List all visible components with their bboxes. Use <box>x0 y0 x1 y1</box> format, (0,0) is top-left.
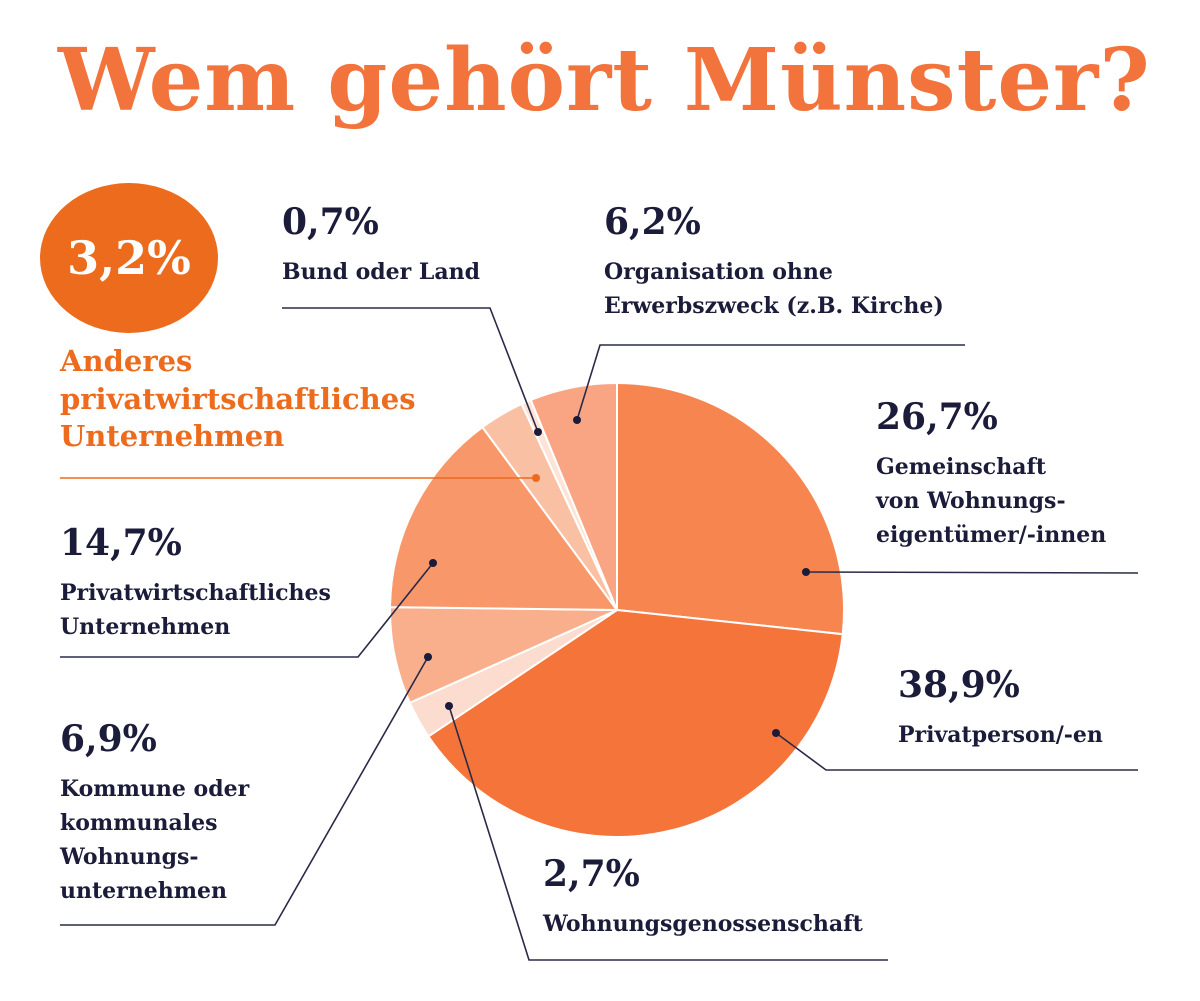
slice-privatwirtschaftlich <box>389 425 619 612</box>
label-bund-oder-land: 0,7% Bund oder Land <box>282 201 481 289</box>
leader-lines <box>60 307 1139 961</box>
chart-title: Wem gehört Münster? <box>58 30 1151 131</box>
highlight-value-badge: 3,2% <box>40 183 218 333</box>
leader-line-wohnungsgenossenschaft <box>448 705 888 961</box>
leader-line-privatwirtschaftlich <box>60 562 434 658</box>
leader-line-kommune <box>60 656 429 926</box>
label-kommune-oder-kommunales-wohnungsunternehmen: 6,9% Kommune oder kommunales Wohnungs-unte… <box>60 718 250 908</box>
category-label: Organisation ohne Erwerbszweck (z.B. Kirc… <box>604 258 944 319</box>
leader-line-organisation <box>576 344 965 421</box>
leader-dot-privatwirtschaftlich <box>429 559 437 567</box>
leader-dot-gemeinschaft <box>802 568 810 576</box>
category-label: Bund oder Land <box>282 258 481 285</box>
leader-dot-anderes-privatwirtschaftlich <box>532 474 540 482</box>
leader-dot-wohnungsgenossenschaft <box>445 702 453 710</box>
label-privatwirtschaftliches-unternehmen: 14,7% Privatwirtschaftliches Unternehmen <box>60 522 331 644</box>
category-label: Privatperson/-en <box>898 721 1103 748</box>
category-label: Privatwirtschaftliches Unternehmen <box>60 579 331 640</box>
value-label: 2,7% <box>543 853 640 895</box>
pie-slices <box>389 381 846 839</box>
slice-gemeinschaft <box>616 381 846 636</box>
label-gemeinschaft-von-wohnungseigentuemer: 26,7% Gemeinschaft von Wohnungs-eigentüme… <box>876 396 1107 552</box>
leader-line-gemeinschaft <box>805 571 1139 574</box>
label-organisation-ohne-erwerbszweck: 6,2% Organisation ohne Erwerbszweck (z.B.… <box>604 201 944 323</box>
leader-dot-kommune <box>424 653 432 661</box>
label-wohnungsgenossenschaft: 2,7% Wohnungsgenossenschaft <box>543 853 863 941</box>
category-label: Kommune oder kommunales Wohnungs-unternehm… <box>60 775 250 904</box>
value-label: 6,9% <box>60 718 157 760</box>
leader-dot-bund-oder-land <box>534 428 542 436</box>
label-privatperson: 38,9% Privatperson/-en <box>898 664 1103 752</box>
value-label: 38,9% <box>898 664 1020 706</box>
category-label: Gemeinschaft von Wohnungs-eigentümer/-inn… <box>876 453 1107 548</box>
value-label: 0,7% <box>282 201 379 243</box>
category-label: Anderes privatwirtschaftliches Unternehmen <box>60 344 416 454</box>
value-label: 6,2% <box>604 201 701 243</box>
leader-dot-organisation <box>573 416 581 424</box>
leader-dot-privatperson <box>772 729 780 737</box>
leader-line-bund-oder-land <box>282 307 539 433</box>
value-label: 14,7% <box>60 522 182 564</box>
label-anderes-privatwirtschaftliches-unternehmen: Anderes privatwirtschaftliches Unternehmen <box>60 343 416 456</box>
category-label: Wohnungsgenossenschaft <box>543 910 863 937</box>
slice-organisation <box>529 381 618 611</box>
value-label: 26,7% <box>876 396 998 438</box>
leader-line-privatperson <box>775 732 1138 771</box>
slice-privatperson <box>427 608 844 839</box>
